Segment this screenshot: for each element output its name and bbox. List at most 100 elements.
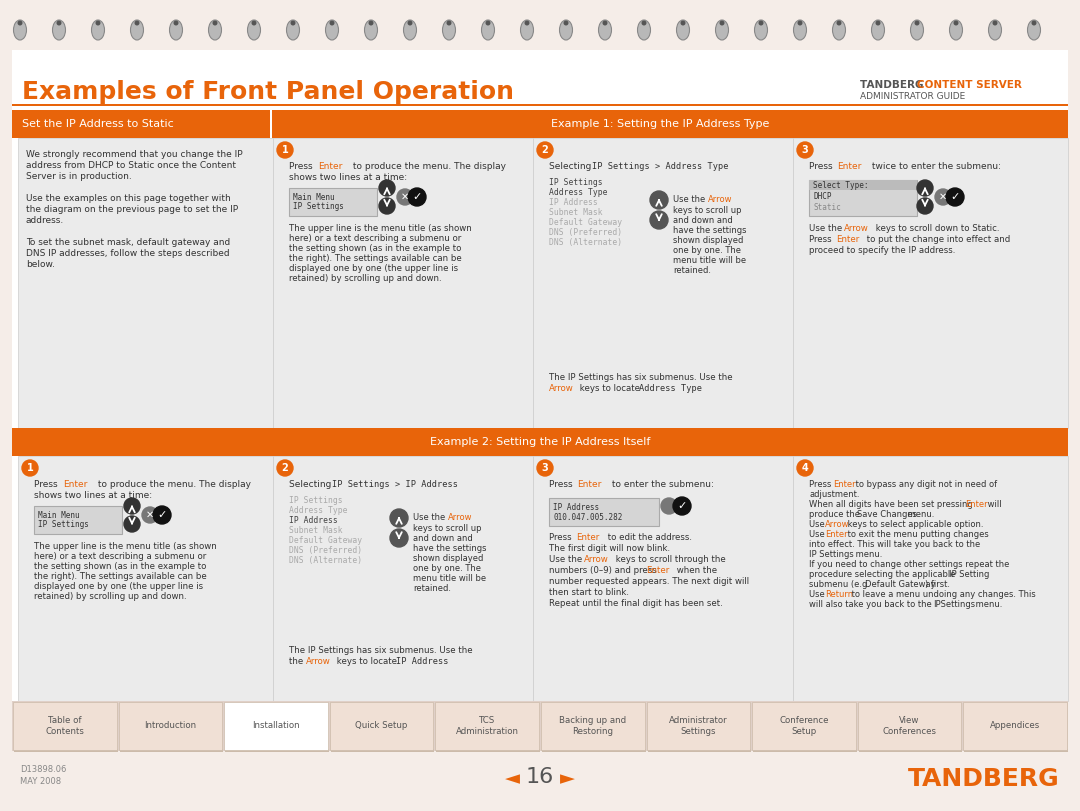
Circle shape — [379, 198, 395, 214]
Bar — [436, 749, 540, 752]
Circle shape — [124, 516, 140, 532]
Bar — [13, 702, 117, 750]
Text: Arrow: Arrow — [708, 195, 732, 204]
Text: IP Settings > Address Type: IP Settings > Address Type — [592, 162, 729, 171]
Text: Use: Use — [809, 520, 827, 529]
Bar — [793, 138, 1068, 428]
Bar — [12, 50, 1068, 710]
Circle shape — [917, 180, 933, 196]
Ellipse shape — [676, 20, 689, 40]
Circle shape — [661, 498, 677, 514]
Text: 1: 1 — [282, 145, 288, 155]
Ellipse shape — [135, 20, 139, 25]
Circle shape — [390, 509, 408, 527]
Text: Select Type:: Select Type: — [813, 181, 868, 190]
Text: Introduction: Introduction — [145, 722, 197, 731]
Text: TCS
Administration: TCS Administration — [456, 716, 518, 736]
Ellipse shape — [325, 20, 338, 40]
Text: Subnet Mask: Subnet Mask — [289, 526, 342, 535]
Circle shape — [408, 188, 426, 206]
Ellipse shape — [92, 20, 105, 40]
Text: Main Menu: Main Menu — [38, 511, 80, 520]
Ellipse shape — [56, 20, 62, 25]
Text: 3: 3 — [801, 145, 808, 155]
Text: ✓: ✓ — [677, 501, 687, 511]
Text: into effect. This will take you back to the: into effect. This will take you back to … — [809, 540, 981, 549]
Text: Static: Static — [813, 203, 840, 212]
Text: below.: below. — [26, 260, 55, 269]
Text: ◄: ◄ — [505, 769, 519, 788]
Ellipse shape — [521, 20, 534, 40]
Bar — [12, 110, 1068, 138]
Ellipse shape — [407, 20, 413, 25]
Text: the setting shown (as in the example to: the setting shown (as in the example to — [33, 562, 206, 571]
Text: 2: 2 — [542, 145, 549, 155]
Text: Press: Press — [549, 533, 575, 542]
Text: to put the change into effect and: to put the change into effect and — [864, 235, 1010, 244]
Text: retained) by scrolling up and down.: retained) by scrolling up and down. — [289, 274, 442, 283]
Bar — [964, 749, 1068, 752]
Ellipse shape — [329, 20, 335, 25]
Text: Quick Setup: Quick Setup — [355, 722, 408, 731]
Text: 3: 3 — [542, 463, 549, 473]
Text: Press: Press — [289, 162, 315, 171]
Text: We strongly recommend that you change the IP: We strongly recommend that you change th… — [26, 150, 243, 159]
Text: 010.047.005.282: 010.047.005.282 — [553, 513, 622, 522]
Ellipse shape — [715, 20, 729, 40]
Bar — [18, 138, 273, 428]
Circle shape — [650, 211, 669, 229]
Text: Enter: Enter — [836, 235, 860, 244]
Text: 4: 4 — [801, 463, 808, 473]
Text: Use the: Use the — [549, 555, 585, 564]
Text: Conference
Setup: Conference Setup — [780, 716, 828, 736]
Text: D13898.06: D13898.06 — [21, 765, 66, 774]
Text: have the settings: have the settings — [673, 226, 746, 235]
Ellipse shape — [208, 20, 221, 40]
Bar — [273, 456, 534, 701]
Ellipse shape — [368, 20, 374, 25]
Text: 2: 2 — [282, 463, 288, 473]
Ellipse shape — [559, 20, 572, 40]
Bar — [12, 701, 1068, 751]
Ellipse shape — [954, 20, 959, 25]
Text: ✕: ✕ — [939, 192, 947, 202]
Text: menu title will be: menu title will be — [413, 574, 486, 583]
Text: keys to scroll through the: keys to scroll through the — [613, 555, 726, 564]
Bar — [752, 702, 855, 750]
Ellipse shape — [286, 20, 299, 40]
Ellipse shape — [53, 20, 66, 40]
Ellipse shape — [365, 20, 378, 40]
Text: Backing up and
Restoring: Backing up and Restoring — [559, 716, 626, 736]
Text: when the: when the — [674, 566, 717, 575]
Text: Use the: Use the — [673, 195, 707, 204]
Text: IP Address: IP Address — [549, 198, 597, 207]
Text: menu title will be: menu title will be — [673, 256, 746, 265]
Text: Main Menu: Main Menu — [293, 193, 335, 202]
Ellipse shape — [446, 20, 451, 25]
Text: produce the: produce the — [809, 510, 863, 519]
Text: proceed to specify the IP address.: proceed to specify the IP address. — [809, 246, 956, 255]
Text: IP Address: IP Address — [289, 516, 338, 525]
Text: the diagram on the previous page to set the IP: the diagram on the previous page to set … — [26, 205, 238, 214]
Ellipse shape — [719, 20, 725, 25]
Text: Installation: Installation — [253, 722, 300, 731]
Text: DNS IP addresses, follow the steps described: DNS IP addresses, follow the steps descr… — [26, 249, 230, 258]
Circle shape — [276, 460, 293, 476]
Text: The IP Settings has six submenus. Use the: The IP Settings has six submenus. Use th… — [549, 373, 732, 382]
Text: the: the — [289, 657, 306, 666]
Text: IP Settings: IP Settings — [293, 202, 343, 211]
Bar — [542, 749, 646, 752]
Text: TANDBERG: TANDBERG — [860, 80, 927, 90]
Text: shown displayed: shown displayed — [413, 554, 484, 563]
Ellipse shape — [213, 20, 217, 25]
Text: submenu (e.g.: submenu (e.g. — [809, 580, 873, 589]
Text: address from DHCP to Static once the Content: address from DHCP to Static once the Con… — [26, 161, 237, 170]
Ellipse shape — [949, 20, 962, 40]
Bar — [12, 428, 1068, 456]
Text: Arrow: Arrow — [549, 384, 573, 393]
Text: the right). The settings available can be: the right). The settings available can b… — [33, 572, 206, 581]
Text: ✕: ✕ — [146, 510, 154, 520]
Ellipse shape — [404, 20, 417, 40]
Text: The upper line is the menu title (as shown: The upper line is the menu title (as sho… — [33, 542, 217, 551]
Text: Selecting: Selecting — [289, 480, 334, 489]
